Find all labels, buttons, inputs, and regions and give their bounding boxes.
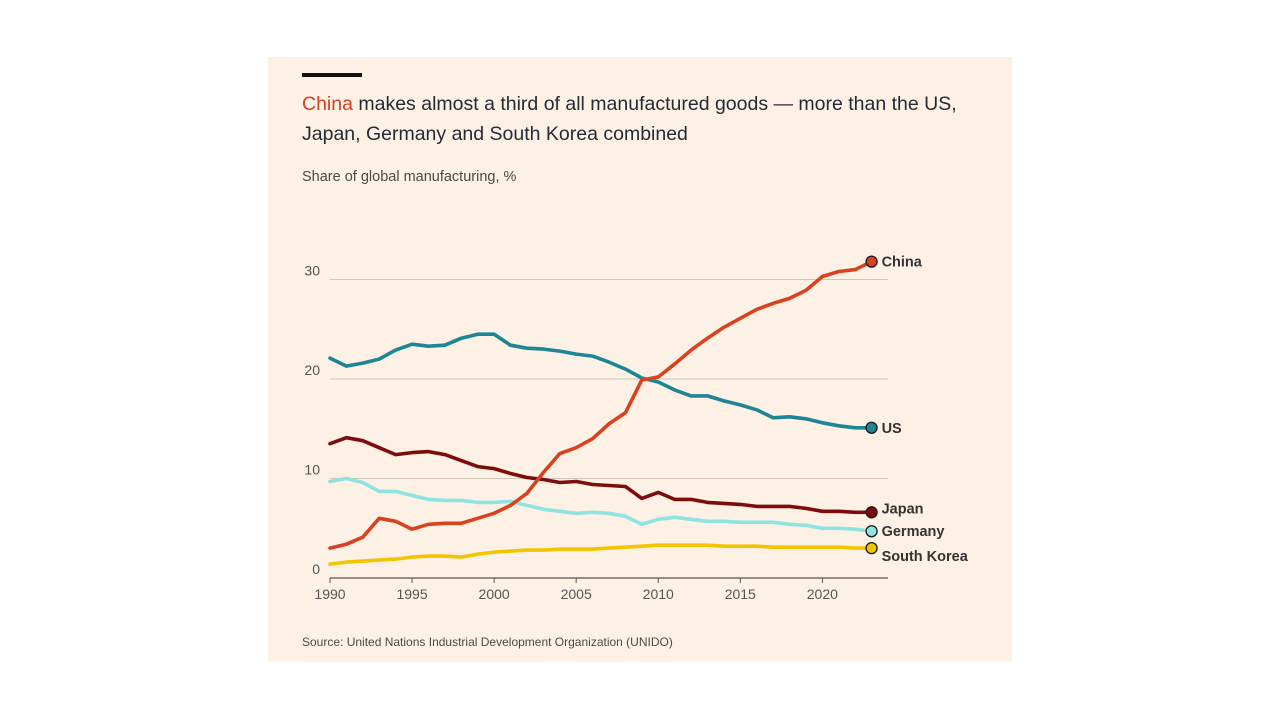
series-line-south-korea <box>328 543 874 566</box>
series-label-south-korea: South Korea <box>882 549 969 565</box>
chart-title: China makes almost a third of all manufa… <box>302 89 982 149</box>
series-label-japan: Japan <box>882 501 924 517</box>
end-marker-japan <box>865 506 878 519</box>
end-marker-china <box>865 255 878 268</box>
x-tick-label-1990: 1990 <box>314 586 345 602</box>
y-tick-label-0: 0 <box>312 561 320 577</box>
chart-subtitle: Share of global manufacturing, % <box>302 169 517 185</box>
series-label-us: US <box>882 421 902 437</box>
y-tick-label-10: 10 <box>304 462 320 478</box>
source-note: Source: United Nations Industrial Develo… <box>302 635 673 649</box>
title-rest: makes almost a third of all manufactured… <box>302 93 957 145</box>
series-label-china: China <box>882 255 923 271</box>
end-marker-us <box>865 421 878 434</box>
x-tick-label-2015: 2015 <box>725 586 756 602</box>
x-tick-label-1995: 1995 <box>396 586 427 602</box>
end-marker-south-korea <box>865 541 878 555</box>
x-tick-label-2020: 2020 <box>807 586 838 602</box>
y-tick-label-20: 20 <box>304 362 320 378</box>
series-line-germany <box>328 476 874 534</box>
line-chart: 0 10 20 30 1990 1995 2000 2005 2010 2015 2020 China… <box>304 255 969 602</box>
series-label-germany: Germany <box>882 524 945 540</box>
y-tick-label-30: 30 <box>304 263 320 279</box>
series-line-japan <box>328 435 874 515</box>
series-line-china <box>328 259 874 550</box>
x-tick-label-2005: 2005 <box>561 586 592 602</box>
title-accent-bar <box>302 73 362 77</box>
title-highlight: China <box>302 93 353 115</box>
end-marker-germany <box>865 525 878 538</box>
x-tick-label-2010: 2010 <box>643 586 674 602</box>
chart-card: China makes almost a third of all manufa… <box>268 57 1012 662</box>
x-tick-label-2000: 2000 <box>479 586 510 602</box>
series-line-us <box>328 332 874 430</box>
